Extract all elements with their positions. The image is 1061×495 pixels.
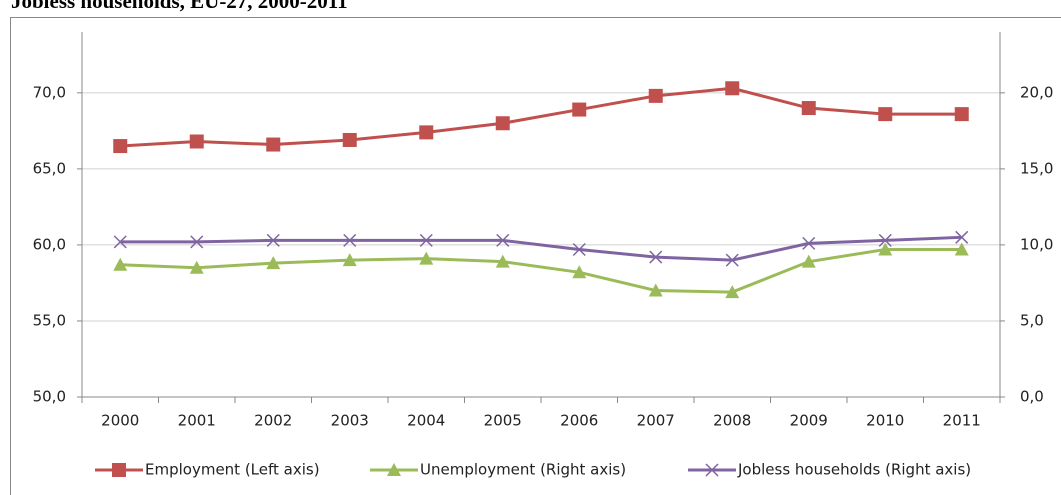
y2-tick-label: 10,0 [1020,235,1053,253]
legend-marker [112,463,126,477]
y-tick-label: 60,0 [33,235,66,253]
legend-label: Employment (Left axis) [145,461,320,479]
x-tick-label: 2010 [866,412,904,430]
legend-label: Jobless households (Right axis) [737,461,971,479]
point [113,139,128,154]
y-tick-label: 55,0 [33,311,66,329]
point [572,242,586,257]
point [572,265,587,279]
point [266,137,281,152]
y-tick-label: 70,0 [33,83,66,101]
y2-tick-label: 20,0 [1020,83,1053,101]
point [495,116,510,131]
point [648,283,663,297]
y2-tick-label: 0,0 [1020,388,1044,406]
point [955,230,969,244]
x-tick-label: 2008 [713,412,751,430]
point [266,256,281,270]
legend-marker [705,463,719,477]
point [496,233,510,247]
point [189,134,204,149]
x-tick-label: 2011 [943,412,981,430]
point [343,233,357,247]
point [572,102,587,117]
point [266,233,280,247]
chart-frame [10,17,1061,495]
point [649,250,663,264]
point [648,88,663,103]
point [189,260,204,274]
point [419,233,433,247]
y-tick-label: 65,0 [33,159,66,177]
chart-title: Jobless households, EU-27, 2000-2011 [11,0,348,13]
point [954,107,969,122]
point [801,101,816,116]
x-tick-label: 2004 [407,412,445,430]
x-tick-label: 2005 [484,412,522,430]
point [878,242,893,256]
x-tick-label: 2007 [637,412,675,430]
point [419,251,434,265]
x-tick-label: 2003 [331,412,369,430]
point [802,236,816,250]
x-tick-label: 2009 [790,412,828,430]
x-tick-label: 2001 [178,412,216,430]
point [419,125,434,140]
point [954,242,969,256]
legend-marker [387,463,401,476]
series-line [120,235,962,262]
x-tick-label: 2000 [101,412,139,430]
y-tick-label: 50,0 [33,388,66,406]
point [342,132,357,147]
point [495,254,510,268]
legend-label: Unemployment (Right axis) [420,461,626,479]
x-tick-label: 2002 [254,412,292,430]
series-line [120,247,962,294]
series-line [120,86,962,148]
point [801,254,816,268]
point [342,253,357,267]
x-tick-label: 2006 [560,412,598,430]
point [878,107,893,122]
point [113,257,128,271]
point [190,235,204,249]
point [725,81,740,96]
point [725,253,739,267]
y2-tick-label: 15,0 [1020,159,1053,177]
point [878,233,892,247]
point [725,285,740,299]
y2-tick-label: 5,0 [1020,311,1044,329]
point [113,235,127,249]
